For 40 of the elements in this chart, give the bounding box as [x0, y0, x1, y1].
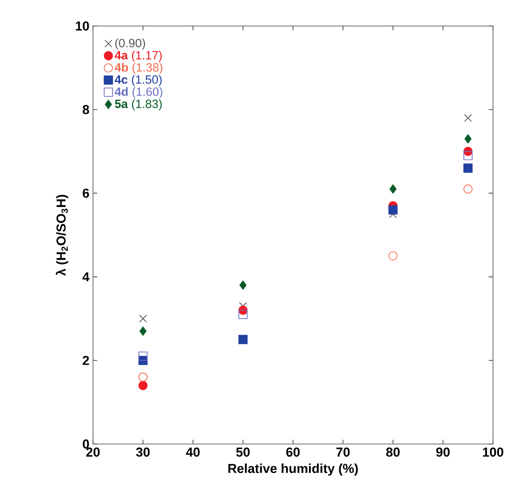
- point: [463, 150, 473, 160]
- point: [139, 314, 147, 323]
- point: [238, 334, 248, 344]
- point: [388, 251, 398, 260]
- y-tick-label: 0: [82, 439, 89, 449]
- point: [464, 114, 472, 122]
- x-tick-label: 20: [86, 448, 100, 457]
- x-tick-label: 30: [136, 448, 150, 457]
- x-tick-label: 40: [186, 448, 200, 457]
- point: [138, 380, 148, 390]
- legend-label: (0.90): [115, 38, 146, 50]
- legend-label: 5a (1.83): [114, 99, 162, 110]
- y-tick-label: 4: [82, 272, 90, 282]
- point: [463, 164, 473, 173]
- point: [138, 372, 148, 382]
- legend-label: 4c (1.50): [114, 75, 162, 86]
- point: [138, 352, 148, 361]
- point: [389, 184, 397, 194]
- x-tick-label: 90: [436, 448, 450, 457]
- point: [239, 280, 247, 290]
- y-tick-label: 6: [82, 188, 90, 198]
- legend-label: 4b (1.38): [114, 62, 162, 74]
- y-axis-title: λ (H$_{2}$O/SO$_{3}$H): [56, 194, 68, 276]
- legend-label: 4d (1.60): [114, 87, 162, 98]
- point: [388, 205, 398, 214]
- point: [238, 310, 248, 319]
- legend-label: 4a (1.17): [114, 50, 162, 62]
- point: [463, 184, 473, 194]
- y-tick-label: 10: [76, 21, 89, 31]
- x-tick-label: 80: [386, 448, 400, 457]
- x-tick-label: 100: [483, 448, 504, 457]
- y-tick-label: 2: [82, 356, 89, 365]
- y-tick-label: 8: [82, 105, 90, 114]
- point: [238, 306, 248, 315]
- x-tick-label: 60: [286, 448, 300, 457]
- point: [139, 326, 147, 336]
- x-tick-label: 70: [336, 448, 350, 457]
- x-axis-title: Relative humidity (%): [228, 464, 358, 476]
- x-tick-label: 50: [236, 448, 250, 457]
- point: [464, 134, 472, 144]
